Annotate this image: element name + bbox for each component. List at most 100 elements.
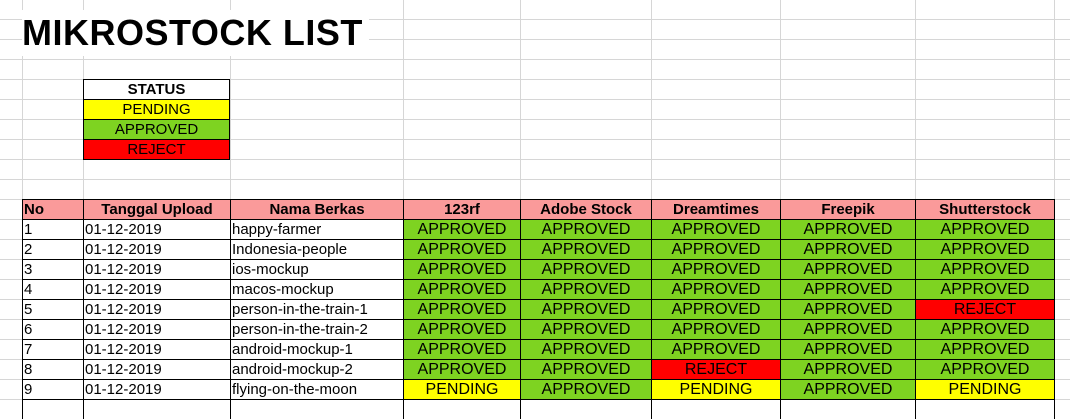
cell-no[interactable]: 6 bbox=[23, 320, 84, 340]
empty-cell[interactable] bbox=[84, 400, 231, 419]
cell-status[interactable]: APPROVED bbox=[404, 280, 521, 300]
header-adobe-stock[interactable]: Adobe Stock bbox=[521, 200, 652, 220]
cell-date[interactable]: 01-12-2019 bbox=[84, 260, 231, 280]
cell-status[interactable]: APPROVED bbox=[781, 280, 916, 300]
cell-status[interactable]: APPROVED bbox=[781, 380, 916, 400]
cell-name[interactable]: flying-on-the-moon bbox=[231, 380, 404, 400]
cell-name[interactable]: person-in-the-train-1 bbox=[231, 300, 404, 320]
cell-status[interactable]: APPROVED bbox=[404, 260, 521, 280]
cell-status[interactable]: APPROVED bbox=[521, 360, 652, 380]
cell-date[interactable]: 01-12-2019 bbox=[84, 320, 231, 340]
cell-status[interactable]: APPROVED bbox=[404, 220, 521, 240]
cell-date[interactable]: 01-12-2019 bbox=[84, 360, 231, 380]
cell-status[interactable]: APPROVED bbox=[404, 340, 521, 360]
cell-no[interactable]: 8 bbox=[23, 360, 84, 380]
cell-status[interactable]: APPROVED bbox=[521, 220, 652, 240]
cell-status[interactable]: APPROVED bbox=[652, 240, 781, 260]
header-nama-berkas[interactable]: Nama Berkas bbox=[231, 200, 404, 220]
legend-approved[interactable]: APPROVED bbox=[84, 120, 230, 140]
empty-cell[interactable] bbox=[404, 400, 521, 419]
cell-date[interactable]: 01-12-2019 bbox=[84, 340, 231, 360]
legend-reject[interactable]: REJECT bbox=[84, 140, 230, 160]
cell-name[interactable]: android-mockup-2 bbox=[231, 360, 404, 380]
cell-status[interactable]: APPROVED bbox=[916, 240, 1055, 260]
cell-no[interactable]: 5 bbox=[23, 300, 84, 320]
sheet-title[interactable]: MIKROSTOCK LIST bbox=[22, 10, 369, 56]
cell-status[interactable]: PENDING bbox=[404, 380, 521, 400]
cell-status[interactable]: APPROVED bbox=[916, 260, 1055, 280]
cell-status[interactable]: APPROVED bbox=[521, 240, 652, 260]
empty-cell[interactable] bbox=[781, 400, 916, 419]
cell-no[interactable]: 7 bbox=[23, 340, 84, 360]
cell-status[interactable]: APPROVED bbox=[652, 300, 781, 320]
cell-status[interactable]: APPROVED bbox=[916, 340, 1055, 360]
cell-status[interactable]: APPROVED bbox=[521, 260, 652, 280]
cell-status[interactable]: APPROVED bbox=[781, 300, 916, 320]
cell-status[interactable]: APPROVED bbox=[521, 320, 652, 340]
header-tanggal-upload[interactable]: Tanggal Upload bbox=[84, 200, 231, 220]
cell-status[interactable]: PENDING bbox=[652, 380, 781, 400]
cell-no[interactable]: 9 bbox=[23, 380, 84, 400]
cell-no[interactable]: 2 bbox=[23, 240, 84, 260]
cell-status[interactable]: APPROVED bbox=[781, 240, 916, 260]
mikrostock-table: No Tanggal Upload Nama Berkas 123rf Adob… bbox=[22, 199, 1055, 419]
cell-status[interactable]: APPROVED bbox=[916, 280, 1055, 300]
cell-no[interactable]: 1 bbox=[23, 220, 84, 240]
cell-status[interactable]: APPROVED bbox=[652, 220, 781, 240]
cell-status[interactable]: APPROVED bbox=[916, 360, 1055, 380]
cell-status[interactable]: REJECT bbox=[916, 300, 1055, 320]
cell-no[interactable]: 3 bbox=[23, 260, 84, 280]
cell-status[interactable]: APPROVED bbox=[404, 320, 521, 340]
cell-status[interactable]: APPROVED bbox=[916, 320, 1055, 340]
cell-status[interactable]: APPROVED bbox=[781, 220, 916, 240]
cell-status[interactable]: APPROVED bbox=[652, 260, 781, 280]
cell-name[interactable]: macos-mockup bbox=[231, 280, 404, 300]
header-dreamtimes[interactable]: Dreamtimes bbox=[652, 200, 781, 220]
cell-no[interactable]: 4 bbox=[23, 280, 84, 300]
cell-name[interactable]: android-mockup-1 bbox=[231, 340, 404, 360]
cell-status[interactable]: APPROVED bbox=[521, 300, 652, 320]
cell-status[interactable]: APPROVED bbox=[404, 300, 521, 320]
cell-status[interactable]: APPROVED bbox=[916, 220, 1055, 240]
cell-status[interactable]: APPROVED bbox=[781, 260, 916, 280]
cell-status[interactable]: PENDING bbox=[916, 380, 1055, 400]
cell-status[interactable]: APPROVED bbox=[781, 320, 916, 340]
cell-status[interactable]: APPROVED bbox=[404, 240, 521, 260]
empty-cell[interactable] bbox=[652, 400, 781, 419]
cell-status[interactable]: APPROVED bbox=[521, 280, 652, 300]
cell-status[interactable]: APPROVED bbox=[521, 380, 652, 400]
header-123rf[interactable]: 123rf bbox=[404, 200, 521, 220]
empty-cell[interactable] bbox=[521, 400, 652, 419]
cell-status[interactable]: APPROVED bbox=[404, 360, 521, 380]
empty-cell[interactable] bbox=[23, 400, 84, 419]
header-no[interactable]: No bbox=[23, 200, 84, 220]
cell-date[interactable]: 01-12-2019 bbox=[84, 240, 231, 260]
cell-status[interactable]: APPROVED bbox=[652, 340, 781, 360]
legend-pending[interactable]: PENDING bbox=[84, 100, 230, 120]
cell-status[interactable]: APPROVED bbox=[652, 320, 781, 340]
cell-date[interactable]: 01-12-2019 bbox=[84, 220, 231, 240]
cell-status[interactable]: APPROVED bbox=[781, 360, 916, 380]
cell-name[interactable]: ios-mockup bbox=[231, 260, 404, 280]
cell-name[interactable]: Indonesia-people bbox=[231, 240, 404, 260]
cell-name[interactable]: happy-farmer bbox=[231, 220, 404, 240]
empty-cell[interactable] bbox=[916, 400, 1055, 419]
cell-status[interactable]: APPROVED bbox=[781, 340, 916, 360]
legend-header[interactable]: STATUS bbox=[84, 80, 230, 100]
empty-cell[interactable] bbox=[231, 400, 404, 419]
cell-date[interactable]: 01-12-2019 bbox=[84, 280, 231, 300]
cell-status[interactable]: APPROVED bbox=[652, 280, 781, 300]
cell-date[interactable]: 01-12-2019 bbox=[84, 300, 231, 320]
cell-status[interactable]: REJECT bbox=[652, 360, 781, 380]
cell-name[interactable]: person-in-the-train-2 bbox=[231, 320, 404, 340]
header-shutterstock[interactable]: Shutterstock bbox=[916, 200, 1055, 220]
cell-status[interactable]: APPROVED bbox=[521, 340, 652, 360]
cell-date[interactable]: 01-12-2019 bbox=[84, 380, 231, 400]
header-freepik[interactable]: Freepik bbox=[781, 200, 916, 220]
